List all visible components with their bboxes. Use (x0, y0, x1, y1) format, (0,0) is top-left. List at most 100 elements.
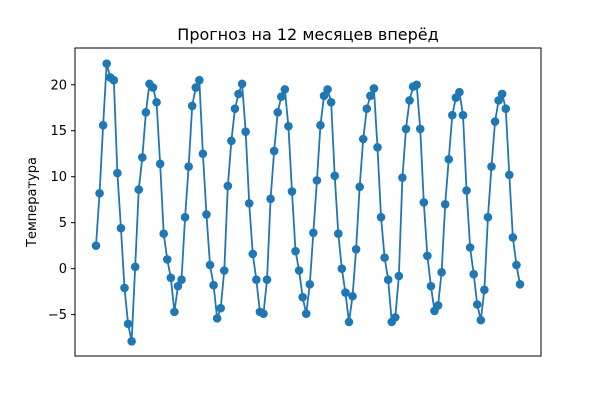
y-axis: −5 0 5 10 15 20 (48, 78, 75, 323)
data-point (316, 120, 325, 130)
data-point (508, 233, 518, 242)
data-point (469, 269, 478, 279)
data-point (298, 292, 307, 302)
data-point (380, 253, 389, 262)
data-point (483, 212, 493, 222)
data-point (166, 273, 176, 283)
y-axis-label: Температура (25, 157, 40, 248)
data-point (455, 87, 464, 97)
data-point (102, 59, 111, 68)
data-point (398, 173, 407, 182)
data-point (155, 159, 165, 169)
data-point (180, 212, 190, 222)
y-tick-label: 0 (59, 262, 67, 277)
data-point (291, 246, 300, 256)
data-point (362, 104, 372, 113)
data-point (433, 301, 443, 310)
data-point (127, 336, 136, 346)
data-point (497, 89, 507, 99)
plot-area (91, 59, 525, 346)
data-point (184, 162, 193, 171)
data-point (202, 210, 211, 219)
data-point (138, 153, 147, 162)
data-point (205, 260, 215, 270)
series-line (95, 63, 521, 342)
data-point (152, 97, 161, 107)
data-point (227, 136, 236, 146)
y-tick-label: 5 (59, 216, 67, 231)
data-point (426, 281, 436, 291)
chart-title: Прогноз на 12 месяцев вперёд (177, 25, 438, 44)
data-point (358, 134, 368, 144)
data-point (252, 275, 261, 284)
data-point (312, 176, 322, 185)
data-point (91, 241, 101, 250)
data-point (173, 281, 183, 291)
data-point (494, 96, 503, 105)
data-point (134, 185, 144, 194)
data-point (319, 91, 329, 101)
data-point (120, 283, 129, 293)
data-point (273, 108, 283, 117)
data-point (480, 285, 489, 295)
data-point (162, 255, 172, 264)
data-point (198, 149, 208, 159)
data-point (512, 260, 521, 270)
data-point (383, 275, 393, 284)
data-point (448, 110, 457, 120)
series-markers (91, 59, 525, 346)
data-point (234, 89, 243, 99)
data-point (216, 303, 226, 313)
data-point (209, 280, 218, 290)
data-point (490, 117, 500, 126)
data-point (305, 279, 315, 289)
data-point (333, 229, 343, 239)
data-point (241, 127, 250, 136)
data-point (191, 83, 201, 92)
y-tick-label: −5 (48, 308, 67, 323)
data-point (219, 266, 229, 275)
data-point (440, 200, 450, 209)
data-point (348, 291, 357, 301)
data-point (284, 121, 293, 131)
data-point (187, 101, 197, 111)
data-point (113, 168, 122, 178)
data-point (309, 228, 318, 238)
data-point (266, 194, 275, 204)
data-point (415, 124, 425, 134)
data-point (237, 79, 247, 89)
data-point (123, 319, 133, 329)
data-point (130, 262, 140, 272)
data-point (405, 96, 414, 105)
data-point (462, 186, 471, 195)
y-tick-label: 15 (50, 124, 67, 139)
data-point (394, 271, 404, 281)
data-point (501, 104, 511, 113)
data-point (366, 91, 375, 101)
data-point (95, 188, 104, 198)
data-point (341, 288, 350, 297)
data-point (465, 243, 475, 252)
data-point (269, 146, 279, 156)
data-point (294, 266, 304, 275)
data-point (141, 108, 151, 117)
data-point (369, 84, 379, 93)
data-point (195, 75, 204, 85)
data-point (276, 92, 286, 102)
data-point (259, 309, 268, 319)
data-point (262, 275, 272, 284)
data-point (505, 170, 514, 180)
data-point (376, 212, 386, 222)
data-point (472, 300, 482, 309)
data-point (476, 315, 486, 325)
data-point (109, 75, 119, 85)
data-point (487, 162, 496, 171)
data-point (337, 264, 347, 273)
data-point (373, 143, 382, 152)
data-point (170, 307, 179, 317)
data-point (437, 268, 446, 277)
data-point (444, 154, 454, 164)
data-point (351, 245, 361, 254)
data-point (412, 80, 421, 90)
